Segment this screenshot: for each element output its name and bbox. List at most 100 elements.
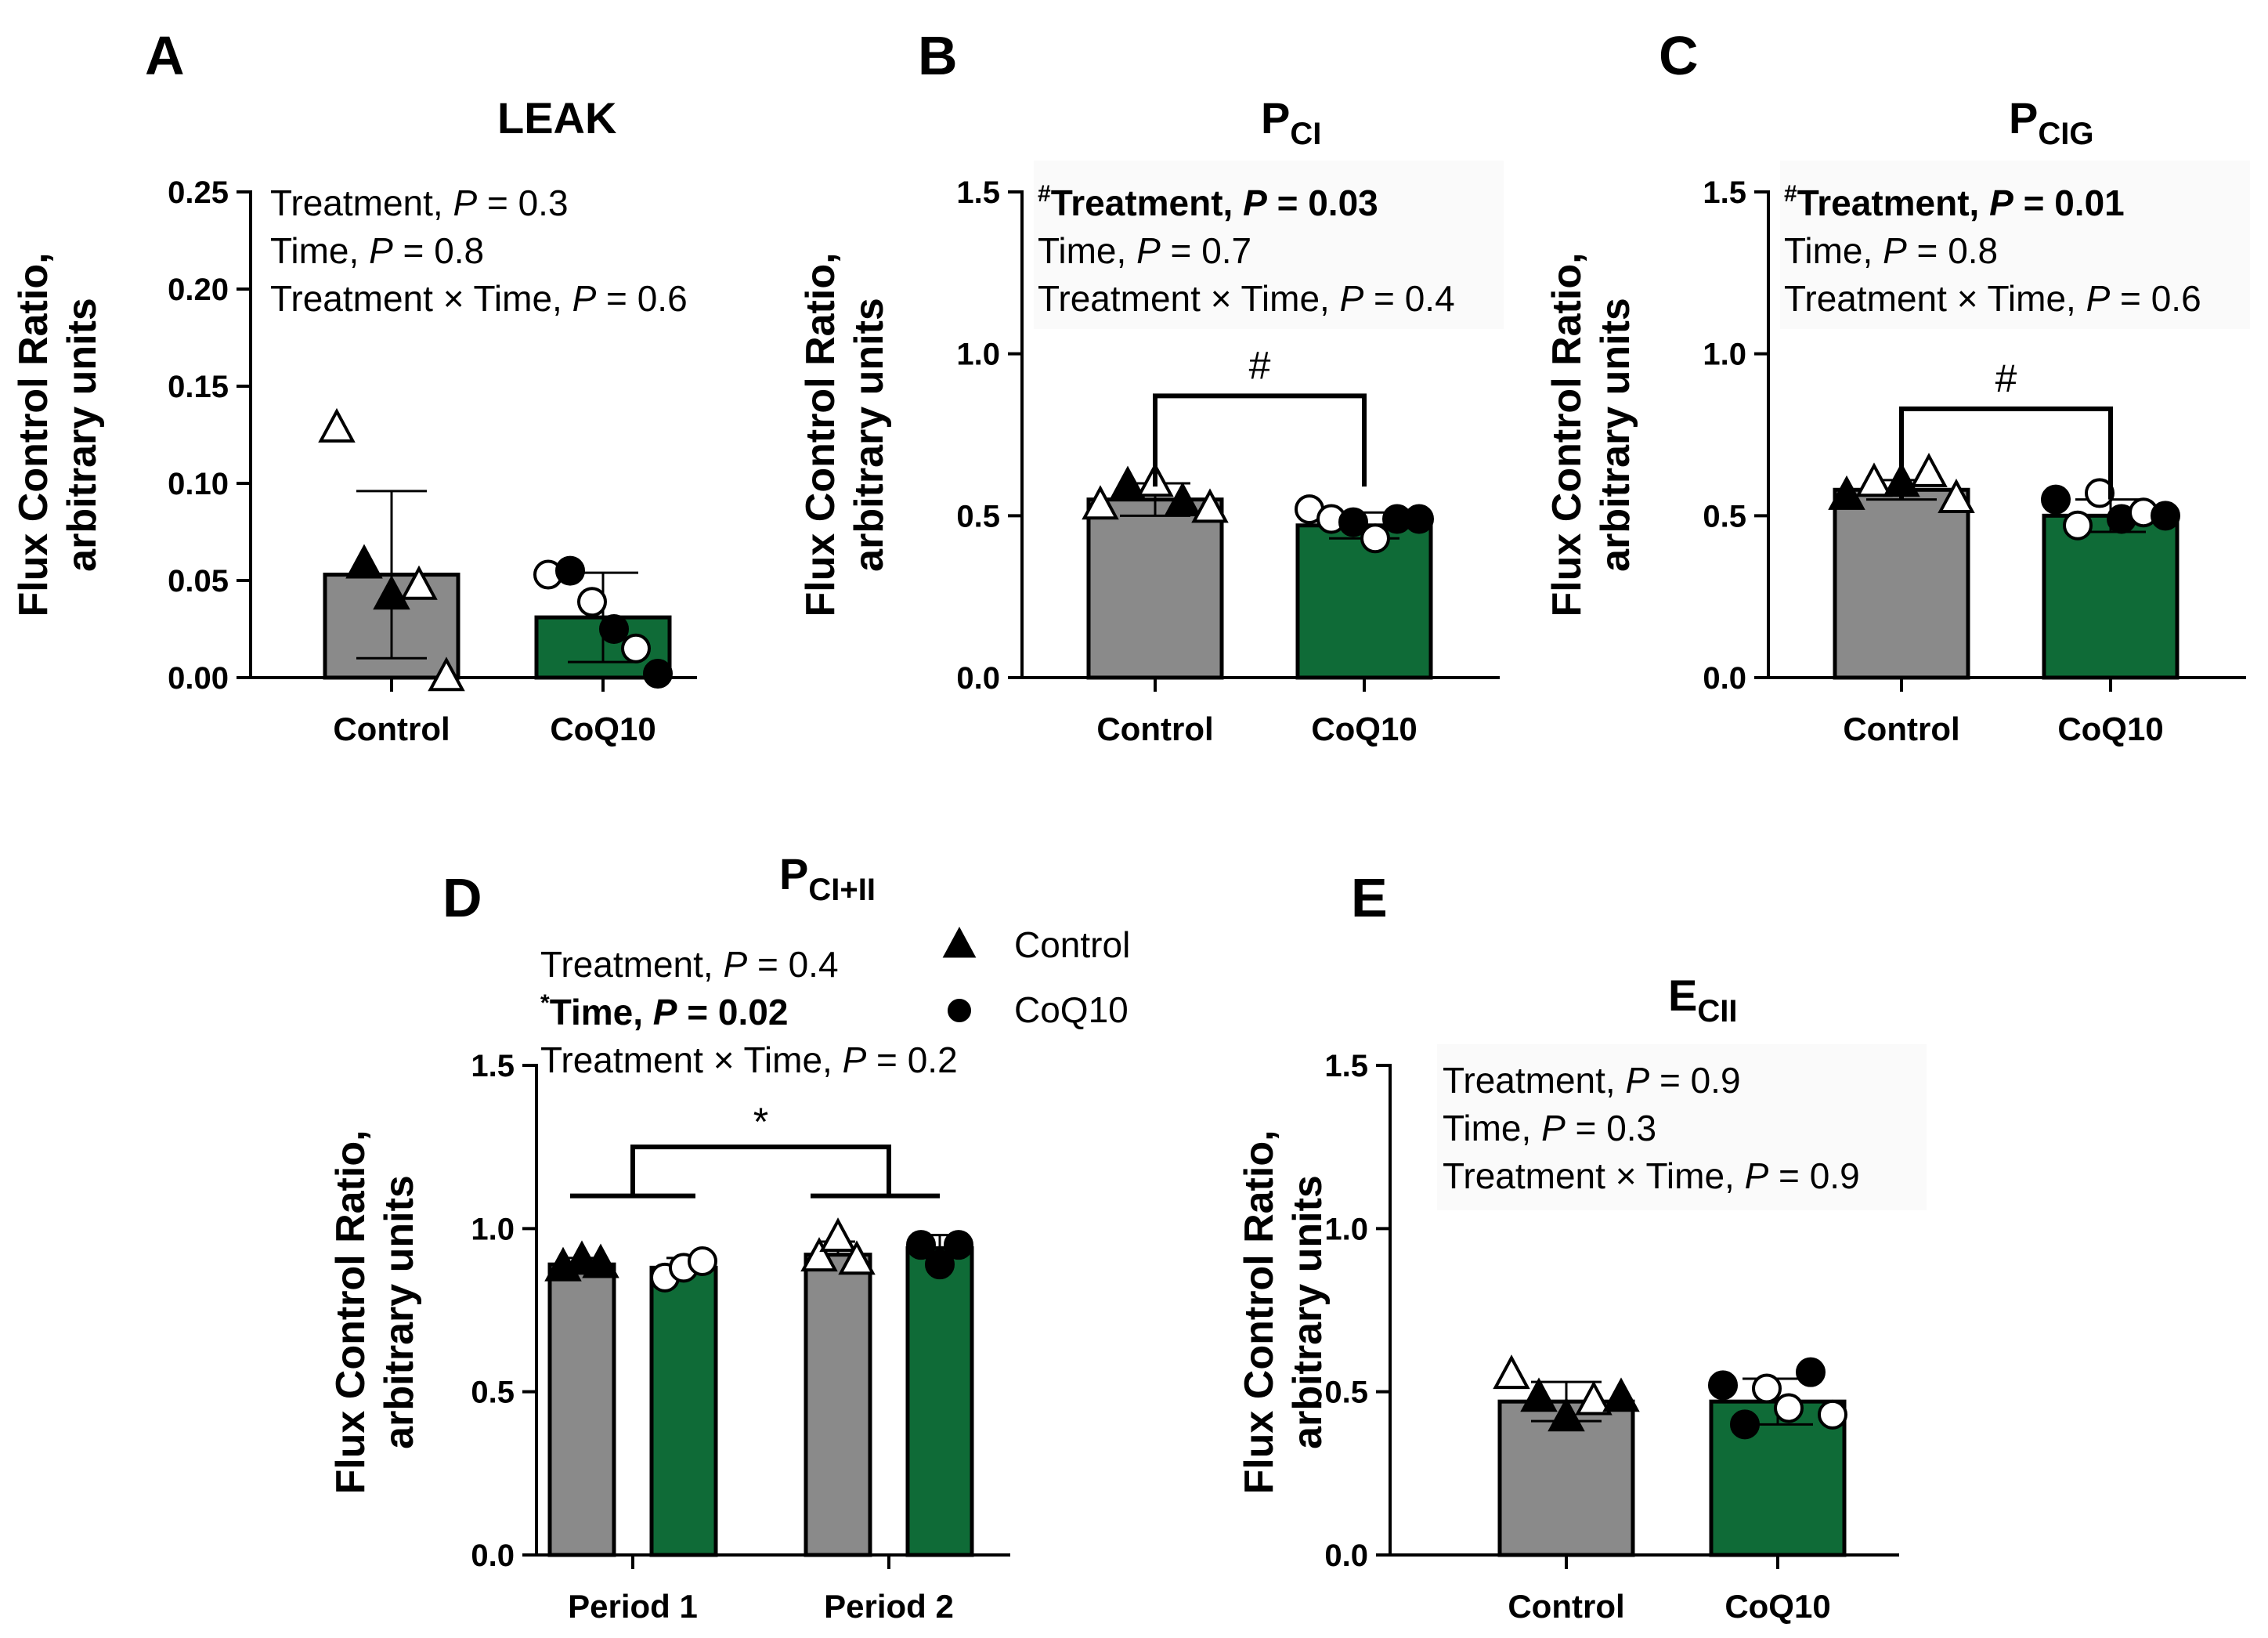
data-point xyxy=(1082,485,1119,520)
bar-coq10 xyxy=(905,1246,974,1557)
stat-label: Time, xyxy=(1443,1108,1541,1148)
stat-p-label: P xyxy=(653,992,677,1032)
y-tick-label: 0.20 xyxy=(168,273,229,307)
stat-line: Treatment × Time, P = 0.2 xyxy=(540,1040,958,1080)
data-point xyxy=(944,1230,973,1260)
stat-value: = 0.2 xyxy=(866,1040,957,1080)
data-point xyxy=(1338,507,1368,537)
stat-value: = 0.8 xyxy=(1907,230,1998,271)
significance-symbol: # xyxy=(1995,356,2017,400)
significance-symbol: * xyxy=(753,1100,768,1144)
data-point xyxy=(599,614,629,644)
stat-line: Treatment × Time, P = 0.6 xyxy=(1784,278,2201,319)
data-point xyxy=(1708,1370,1738,1401)
y-axis-label-line1: Flux Control Ratio, xyxy=(798,252,843,617)
data-point xyxy=(906,1230,936,1260)
y-tick-label: 0.5 xyxy=(1703,499,1746,533)
stat-line: *Time, P = 0.02 xyxy=(540,990,788,1032)
stat-value: = 0.4 xyxy=(1363,278,1454,319)
stat-label: Treatment × Time, xyxy=(1443,1155,1745,1196)
stat-p-label: P xyxy=(843,1040,867,1080)
stat-value: = 0.3 xyxy=(477,183,568,223)
stat-label: Treatment, xyxy=(270,183,453,223)
y-axis-label: Flux Control Ratio, arbitrary units xyxy=(1544,252,1638,617)
panel-title-sub: CI xyxy=(1290,117,1321,151)
bar-coq10 xyxy=(1295,523,1433,680)
stat-p-label: P xyxy=(2086,278,2111,319)
stat-p-label: P xyxy=(1625,1060,1649,1101)
stat-p-label: P xyxy=(1243,183,1267,223)
bar-coq10 xyxy=(2042,513,2180,680)
y-tick-label: 0.0 xyxy=(471,1539,515,1573)
significance-bracket xyxy=(1899,406,2113,500)
data-point xyxy=(1938,479,1975,513)
data-point xyxy=(1910,452,1948,487)
stat-line: Treatment, P = 0.9 xyxy=(1443,1060,1741,1101)
data-point xyxy=(1164,482,1201,517)
data-point xyxy=(1548,1397,1585,1432)
x-category-label: Period 2 xyxy=(824,1588,954,1625)
stat-label: Time, xyxy=(1038,230,1136,271)
data-point xyxy=(1796,1357,1826,1387)
y-tick-label: 0.05 xyxy=(168,564,229,598)
y-tick-label: 1.0 xyxy=(1324,1212,1368,1246)
stat-line: Time, P = 0.8 xyxy=(1784,230,1998,271)
data-point xyxy=(1828,475,1865,510)
x-category-label: CoQ10 xyxy=(1311,711,1417,747)
y-tick-label: 0.0 xyxy=(1324,1539,1368,1573)
panel-a: A LEAK Flux Control Ratio, arbitrary units 0… xyxy=(11,25,697,747)
stat-value: = 0.6 xyxy=(2110,278,2201,319)
panel-letter: D xyxy=(442,867,482,928)
data-point xyxy=(1855,462,1893,497)
y-tick-label: 1.0 xyxy=(471,1212,515,1246)
stats-box xyxy=(1034,161,1504,329)
legend-label-coq10: CoQ10 xyxy=(1014,989,1129,1030)
y-tick-label: 0.0 xyxy=(1703,661,1746,696)
data-point xyxy=(2041,484,2071,515)
data-point xyxy=(925,1249,955,1280)
data-point xyxy=(1109,465,1147,501)
y-tick-label: 1.5 xyxy=(956,175,1000,210)
stat-line: Treatment, P = 0.4 xyxy=(540,944,839,985)
stat-label: Treatment, xyxy=(540,944,723,985)
data-point xyxy=(400,565,438,600)
y-axis-label: Flux Control Ratio, arbitrary units xyxy=(328,1130,422,1494)
stat-label: Treatment × Time, xyxy=(1784,278,2086,319)
data-point xyxy=(1774,1393,1804,1423)
y-axis-label-line1: Flux Control Ratio, xyxy=(1544,252,1590,617)
stat-p-label: P xyxy=(1989,183,2013,223)
y-tick-label: 0.5 xyxy=(956,499,1000,533)
stat-p-label: P xyxy=(1136,230,1161,271)
stat-line: #Treatment, P = 0.03 xyxy=(1038,181,1378,223)
y-tick-label: 1.5 xyxy=(1703,175,1746,210)
y-tick-label: 0.5 xyxy=(471,1376,515,1410)
stats-box xyxy=(1780,161,2250,329)
data-point xyxy=(838,1240,876,1275)
y-axis-label-line2: arbitrary units xyxy=(377,1175,422,1449)
data-point xyxy=(345,544,383,579)
stat-line: Time, P = 0.8 xyxy=(270,230,484,271)
data-point xyxy=(2151,501,2180,531)
stat-p-label: P xyxy=(369,230,393,271)
bar-coq10 xyxy=(649,1265,718,1557)
x-category-label: Control xyxy=(333,711,450,747)
x-category-label: Control xyxy=(1843,711,1959,747)
stat-label: Treatment, xyxy=(1051,183,1243,223)
data-point xyxy=(1575,1380,1613,1416)
y-axis-label-line2: arbitrary units xyxy=(847,298,892,572)
stat-value: = 0.03 xyxy=(1267,183,1378,223)
panel-title-sub: CIG xyxy=(2038,117,2093,151)
stat-p-label: P xyxy=(723,944,747,985)
y-axis-label-line1: Flux Control Ratio, xyxy=(1237,1130,1282,1494)
data-point xyxy=(2063,510,2093,541)
significance-bracket xyxy=(1153,393,1367,487)
y-axis-label-line1: Flux Control Ratio, xyxy=(328,1130,374,1494)
y-tick-label: 0.10 xyxy=(168,467,229,501)
data-point xyxy=(318,407,356,443)
stat-value: = 0.8 xyxy=(393,230,484,271)
panel-title-main: P xyxy=(779,849,808,899)
stat-line: Treatment × Time, P = 0.9 xyxy=(1443,1155,1860,1196)
panel-title-main: LEAK xyxy=(497,93,616,143)
